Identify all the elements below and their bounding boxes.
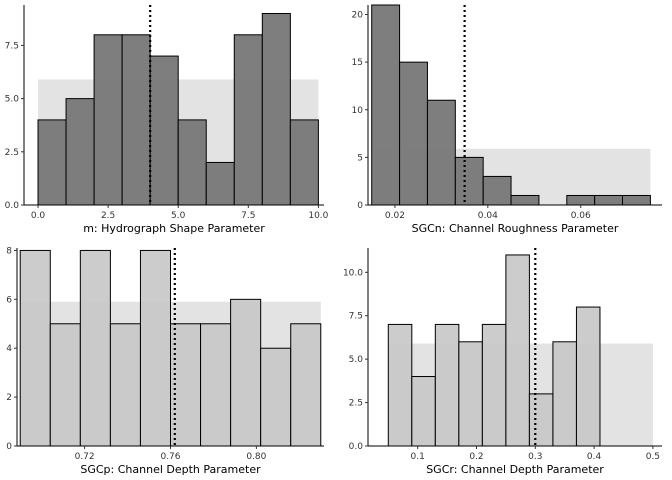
y-tick-label: 5 bbox=[357, 153, 363, 163]
histogram-bar bbox=[121, 34, 151, 206]
histogram-bar bbox=[260, 347, 292, 447]
histogram-bar bbox=[481, 323, 507, 447]
y-tick-label: 10.0 bbox=[343, 268, 363, 278]
histogram-bar bbox=[139, 249, 172, 447]
chart-panel-1: 0.0 2.5 5.0 7.5 0.0 2.5 5.0 7.5 10.0 m: Hydrograp… bbox=[5, 5, 329, 235]
x-tick-label: 0.5 bbox=[646, 452, 660, 462]
histogram-bar bbox=[482, 175, 512, 206]
histogram-bar bbox=[434, 323, 460, 447]
histogram-bar bbox=[594, 194, 624, 206]
histogram-bar bbox=[37, 119, 67, 206]
histogram-bar bbox=[289, 119, 319, 206]
histogram-bar bbox=[177, 119, 207, 206]
y-tick-label: 2.5 bbox=[349, 399, 363, 409]
x-axis-title: SGCr: Channel Depth Parameter bbox=[426, 463, 604, 476]
x-tick-label: 0.04 bbox=[478, 211, 498, 221]
histogram-bar bbox=[387, 323, 413, 447]
histogram-bar bbox=[622, 194, 651, 206]
y-tick-label: 20 bbox=[352, 11, 364, 21]
x-tick-label: 0.4 bbox=[587, 452, 602, 462]
x-tick-label: 0.3 bbox=[528, 452, 542, 462]
x-tick-label: 0.76 bbox=[160, 452, 180, 462]
y-tick-label: 7.5 bbox=[349, 312, 363, 322]
x-tick-label: 0.72 bbox=[75, 452, 95, 462]
histogram-bar bbox=[230, 298, 262, 447]
histogram-bar bbox=[411, 376, 436, 447]
y-tick-label: 15 bbox=[352, 58, 363, 68]
y-tick-label: 0 bbox=[357, 201, 363, 211]
histogram-bar bbox=[49, 323, 81, 447]
y-tick-label: 10 bbox=[352, 106, 364, 116]
histogram-bar bbox=[552, 341, 577, 447]
histogram-bar bbox=[109, 323, 141, 447]
x-tick-label: 0.02 bbox=[385, 211, 405, 221]
histogram-bar bbox=[426, 99, 456, 206]
x-tick-label: 0.1 bbox=[411, 452, 425, 462]
histogram-bar bbox=[79, 249, 111, 447]
x-tick-label: 10.0 bbox=[308, 211, 328, 221]
y-tick-label: 5.0 bbox=[5, 95, 20, 105]
histogram-bar bbox=[528, 393, 554, 447]
x-tick-label: 0.06 bbox=[571, 211, 591, 221]
y-tick-label: 8 bbox=[6, 246, 12, 256]
x-axis-title: m: Hydrograph Shape Parameter bbox=[83, 222, 265, 235]
histogram-bar bbox=[65, 98, 95, 206]
y-tick-label: 4 bbox=[6, 344, 12, 354]
chart-panel-4: 0.0 2.5 5.0 7.5 10.0 0.1 0.2 0.3 0.4 0.5 SGCr: Cha… bbox=[343, 248, 662, 476]
x-axis-title: SGCp: Channel Depth Parameter bbox=[80, 463, 261, 476]
histogram-bar bbox=[233, 34, 263, 206]
x-tick-label: 0.0 bbox=[31, 211, 46, 221]
x-axis-title: SGCn: Channel Roughness Parameter bbox=[412, 222, 619, 235]
histogram-bar bbox=[454, 156, 484, 206]
histogram-bar bbox=[149, 55, 179, 206]
histogram-bar bbox=[19, 249, 51, 447]
y-tick-label: 2.5 bbox=[5, 148, 19, 158]
y-tick-label: 0.0 bbox=[349, 442, 364, 452]
histogram-bar bbox=[93, 34, 123, 206]
histogram-bar bbox=[510, 194, 540, 206]
histogram-bar bbox=[458, 341, 483, 447]
x-tick-label: 7.5 bbox=[241, 211, 255, 221]
x-tick-label: 0.2 bbox=[469, 452, 483, 462]
histogram-bar bbox=[371, 4, 401, 206]
histogram-bar bbox=[566, 194, 596, 206]
histogram-bar bbox=[200, 323, 232, 447]
x-tick-label: 0.80 bbox=[246, 452, 266, 462]
y-tick-label: 7.5 bbox=[5, 41, 19, 51]
histogram-bar bbox=[399, 61, 428, 206]
y-tick-label: 0.0 bbox=[5, 201, 20, 211]
x-tick-label: 5.0 bbox=[171, 211, 186, 221]
histogram-bar bbox=[575, 306, 601, 447]
x-tick-label: 2.5 bbox=[101, 211, 115, 221]
histogram-bar bbox=[261, 13, 291, 206]
y-tick-label: 0 bbox=[6, 442, 12, 452]
histogram-bar bbox=[205, 161, 235, 206]
histogram-bar bbox=[505, 254, 530, 447]
y-tick-label: 2 bbox=[6, 393, 12, 403]
y-tick-label: 5.0 bbox=[349, 355, 364, 365]
y-tick-label: 6 bbox=[6, 295, 12, 305]
histogram-bar bbox=[290, 323, 322, 447]
